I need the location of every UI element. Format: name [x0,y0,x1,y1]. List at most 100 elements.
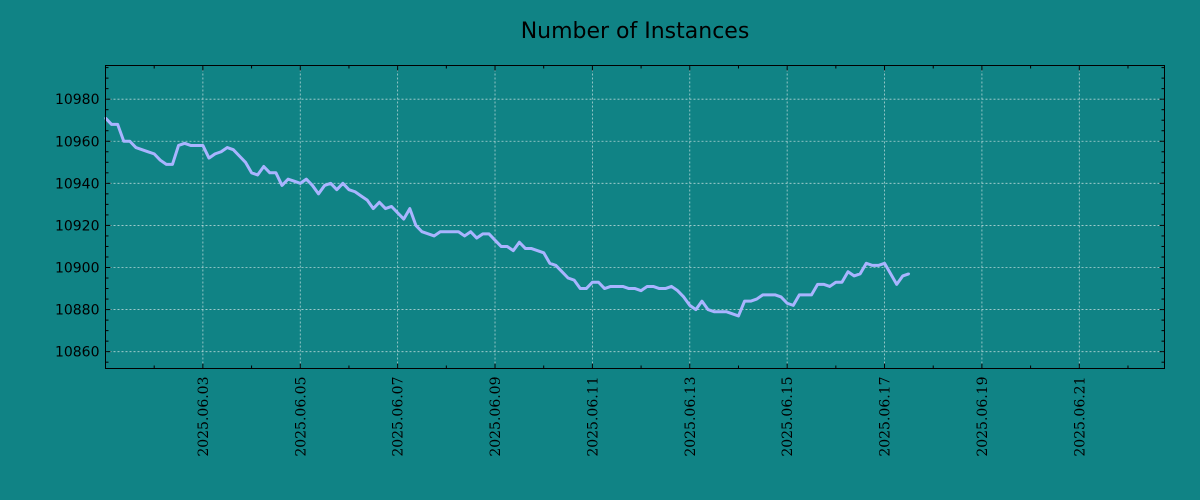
data-point [700,299,704,303]
data-point [280,184,284,187]
data-point [311,184,314,187]
data-point [305,177,308,181]
data-point [493,238,497,242]
data-point [420,230,424,233]
data-point [895,283,898,286]
data-point [785,302,789,305]
x-axis: 2025.06.03 2025.06.05 2025.06.07 2025.06.09… [153,65,1129,457]
data-point [335,188,338,191]
data-point [804,293,807,297]
x-tick-label: 2025.06.07 [391,377,407,457]
data-point [250,171,253,175]
data-point [536,249,539,252]
data-point [244,161,247,164]
y-axis: 10860 10880 10900 10920 10940 10960 10980 [55,67,1165,363]
data-point [238,154,241,158]
data-point [779,295,783,299]
grid [105,65,1165,369]
data-point [548,262,551,265]
data-point [901,274,904,278]
data-point [852,274,856,278]
data-point [846,270,850,273]
series-points [104,116,911,318]
data-point [767,293,771,297]
data-point [177,144,180,147]
data-point [347,188,351,191]
data-point [731,312,734,315]
data-point [396,211,399,214]
data-point [445,230,448,233]
data-point [682,295,685,299]
data-point [658,287,661,290]
plot-area [105,65,1165,369]
data-point [858,272,862,276]
chart-title: Number of Instances [521,19,750,44]
data-point [146,150,150,153]
data-point [737,314,740,318]
data-point [159,158,162,162]
data-point [792,304,795,307]
data-point [505,245,509,248]
data-point [408,207,412,210]
data-point [481,232,485,236]
data-point [621,285,625,288]
data-point [274,171,278,175]
data-point [591,281,594,284]
data-point [286,177,290,181]
y-tick-label: 10940 [55,176,100,192]
data-point [810,293,813,297]
data-point [749,299,752,303]
data-point [469,230,472,233]
data-point [341,182,345,185]
data-point [883,262,886,265]
data-point [232,148,235,151]
data-point [773,293,777,297]
data-point [597,281,600,284]
x-tick-label: 2025.06.11 [585,377,601,457]
data-point [359,194,363,198]
y-tick-label: 10880 [55,303,100,319]
data-point [426,232,430,236]
y-tick-label: 10900 [55,261,100,277]
y-tick-label: 10960 [55,134,100,150]
data-point [487,232,491,236]
data-point [877,264,880,267]
data-point [128,140,132,143]
data-point [292,180,296,183]
data-point [712,310,716,313]
data-point [542,251,545,254]
data-point [183,142,186,145]
data-point [633,287,637,290]
data-point [152,152,156,156]
data-point [834,281,838,284]
data-point [560,270,564,273]
x-tick-label: 2025.06.05 [293,377,309,457]
x-tick-label: 2025.06.17 [878,377,894,457]
data-point [378,201,381,204]
data-point [463,234,466,238]
data-point [670,285,673,288]
data-point [414,224,418,227]
data-point [840,281,844,284]
data-point [828,285,831,288]
y-tick-label: 10920 [55,218,100,234]
data-point [195,144,198,147]
data-point [213,152,217,156]
data-point [865,262,868,265]
data-point [871,264,874,267]
data-point [761,293,765,297]
x-tick-label: 2025.06.15 [780,377,796,457]
data-point [609,285,612,288]
data-point [207,156,211,160]
data-point [719,310,722,313]
y-tick-label: 10980 [55,92,100,108]
data-point [688,304,691,307]
data-point [889,272,892,276]
data-point [603,287,606,290]
data-point [299,182,302,185]
data-point [353,190,357,193]
data-point [518,241,521,244]
data-point [262,165,265,168]
data-point [627,287,631,290]
